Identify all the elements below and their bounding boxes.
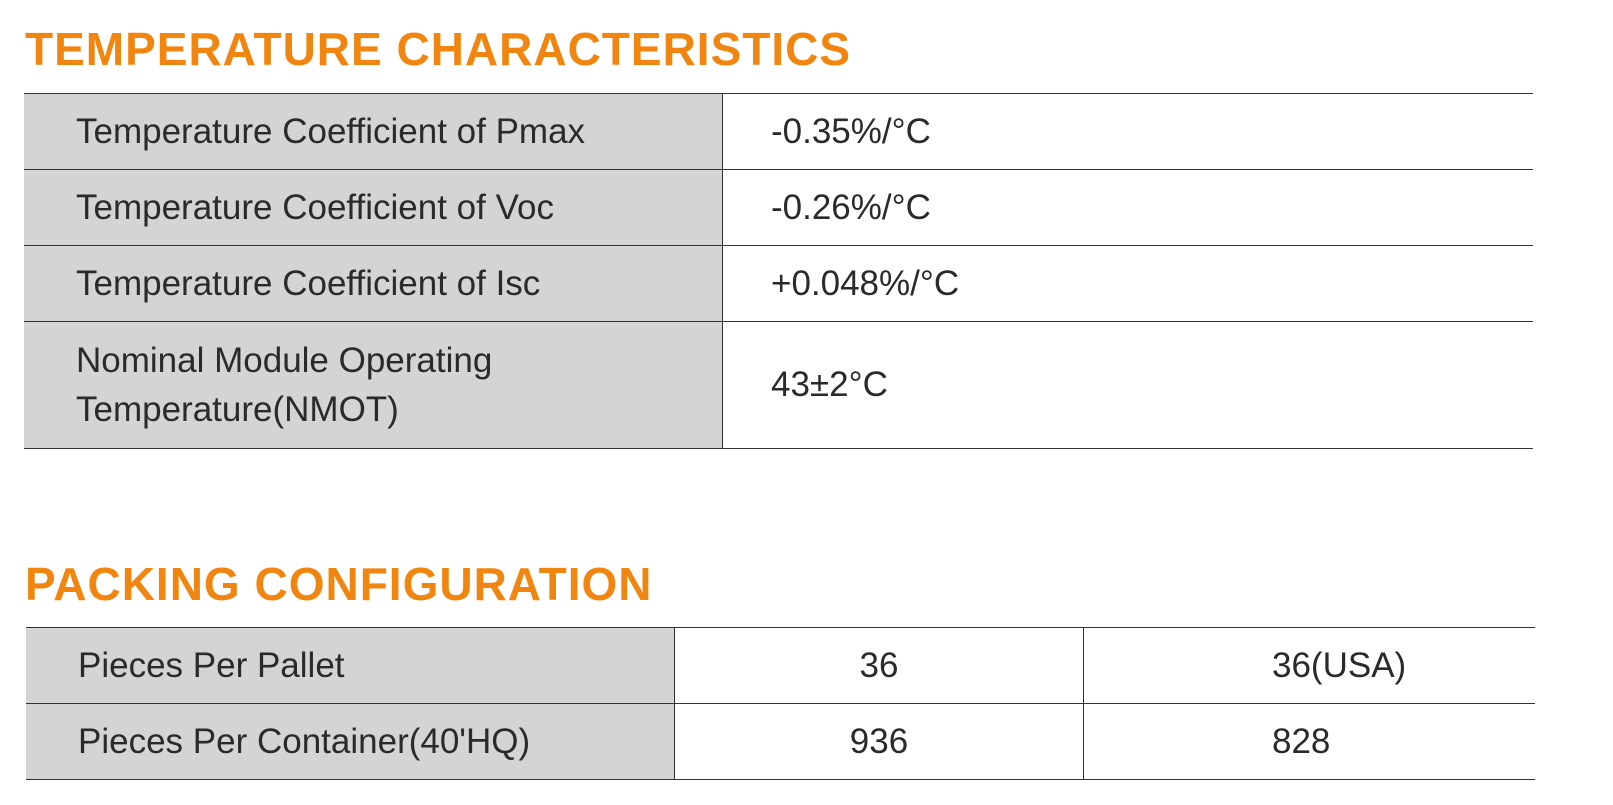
row-label: Pieces Per Container(40'HQ) [26, 703, 675, 780]
row: Pieces Per Container(40'HQ) 936 828 [26, 703, 1535, 780]
section-title: TEMPERATURE CHARACTERISTICS [25, 23, 852, 75]
row-label: Temperature Coefficient of Isc [24, 245, 723, 322]
row-value: -0.26%/°C [722, 169, 1533, 246]
row: Temperature Coefficient of Voc -0.26%/°C [24, 169, 1533, 246]
row-value: -0.35%/°C [722, 93, 1533, 170]
row: Pieces Per Pallet 36 36(USA) [26, 627, 1535, 704]
row: Nominal Module Operating Temperature(NMO… [24, 321, 1533, 449]
packing-table: Pieces Per Pallet 36 36(USA) Pieces Per Co… [26, 627, 1535, 780]
row-label: Nominal Module Operating Temperature(NMO… [24, 321, 723, 449]
row-value: 36(USA) [1083, 627, 1535, 704]
row-value: +0.048%/°C [722, 245, 1533, 322]
row-label: Pieces Per Pallet [26, 627, 675, 704]
row-label: Temperature Coefficient of Pmax [24, 93, 723, 170]
row-value: 828 [1083, 703, 1535, 780]
row-value: 936 [674, 703, 1084, 780]
row-value: 36 [674, 627, 1084, 704]
temperature-table: Temperature Coefficient of Pmax -0.35%/°C… [24, 93, 1533, 449]
row: Temperature Coefficient of Isc +0.048%/°C [24, 245, 1533, 322]
row-label: Temperature Coefficient of Voc [24, 169, 723, 246]
section-title: PACKING CONFIGURATION [25, 558, 653, 610]
row-value: 43±2°C [722, 321, 1533, 449]
row: Temperature Coefficient of Pmax -0.35%/°C [24, 93, 1533, 170]
